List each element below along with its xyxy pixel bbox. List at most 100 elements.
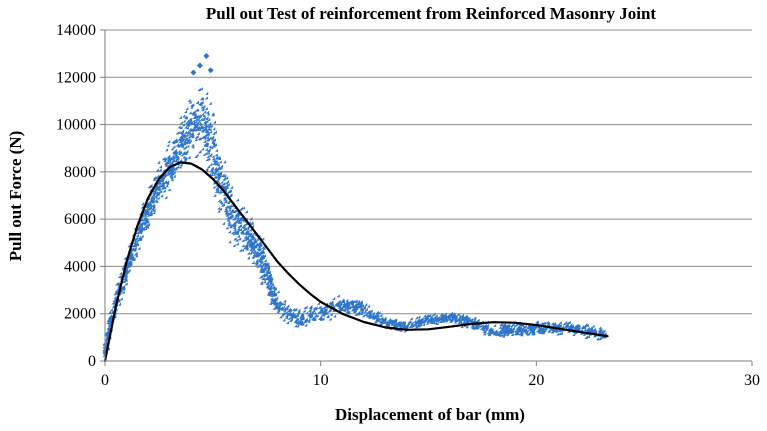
data-point (547, 329, 551, 333)
data-point (233, 227, 237, 231)
data-point (187, 120, 191, 124)
data-point (423, 317, 427, 321)
data-point (561, 325, 565, 329)
data-point (140, 234, 144, 238)
data-point (291, 307, 295, 311)
data-point (213, 143, 217, 147)
data-point (205, 116, 209, 120)
data-point (598, 326, 602, 330)
data-point (133, 252, 137, 256)
data-point (327, 309, 331, 313)
data-point (209, 130, 213, 134)
data-point (212, 162, 216, 166)
data-point (138, 235, 142, 239)
data-point (144, 218, 148, 222)
data-point (184, 110, 188, 114)
data-point (581, 325, 585, 329)
data-point (152, 211, 156, 215)
data-point (440, 314, 444, 318)
data-point (572, 327, 576, 331)
data-point (209, 162, 213, 166)
data-point (415, 319, 419, 323)
data-point (164, 163, 168, 167)
data-point (143, 220, 147, 224)
data-point (105, 333, 109, 337)
data-point (190, 132, 194, 136)
data-point (196, 132, 200, 136)
data-point (428, 313, 432, 317)
data-point (353, 306, 357, 310)
data-point (164, 195, 168, 199)
data-point (287, 316, 291, 320)
data-point (343, 302, 347, 306)
data-point (172, 174, 176, 178)
data-point (228, 206, 232, 210)
data-point (404, 324, 408, 328)
data-point (197, 115, 201, 119)
data-point (211, 154, 215, 158)
data-point (215, 187, 219, 191)
data-point (260, 254, 264, 258)
data-point (252, 250, 256, 254)
data-point (416, 321, 420, 325)
data-point (530, 326, 534, 330)
data-point (151, 198, 155, 202)
data-point (472, 319, 476, 323)
data-point (157, 160, 161, 164)
data-point (288, 307, 292, 311)
tick-labels: 0 2000 4000 6000 8000 10000 12000 14000 0 10 20 30 (56, 22, 760, 389)
data-point (362, 305, 366, 309)
data-point (345, 307, 349, 311)
data-point (573, 325, 577, 329)
data-point (375, 311, 379, 315)
data-point (213, 138, 217, 142)
data-point (469, 318, 473, 322)
data-point (119, 271, 123, 275)
data-point (182, 114, 186, 118)
data-point (206, 112, 210, 116)
data-point (179, 121, 183, 125)
data-point (182, 146, 186, 150)
data-point (215, 172, 219, 176)
data-point (258, 275, 262, 279)
data-point (196, 62, 203, 69)
data-point (185, 137, 189, 141)
data-point (258, 262, 262, 266)
data-point (222, 203, 226, 207)
data-point (201, 129, 205, 133)
data-point (182, 150, 186, 154)
y-tick-label: 12000 (56, 69, 96, 86)
data-point (215, 156, 219, 160)
data-point (223, 174, 227, 178)
data-point (259, 266, 263, 270)
data-point (432, 312, 436, 316)
data-point (317, 310, 321, 314)
data-point (312, 308, 316, 312)
data-point (205, 91, 209, 95)
data-point (270, 290, 274, 294)
data-point (260, 249, 264, 253)
data-point (131, 247, 135, 251)
data-point (167, 163, 171, 167)
data-point (216, 189, 220, 193)
data-point (577, 324, 581, 328)
data-point (264, 266, 268, 270)
data-point (208, 127, 212, 131)
data-point (413, 319, 417, 323)
data-point (228, 240, 232, 244)
data-point (160, 181, 164, 185)
data-point (416, 318, 420, 322)
data-point (187, 118, 191, 122)
data-point (207, 124, 211, 128)
data-point (211, 140, 215, 144)
data-point (269, 280, 273, 284)
data-point (180, 134, 184, 138)
data-point (294, 317, 298, 321)
data-point (213, 193, 217, 197)
data-point (194, 124, 198, 128)
data-point (205, 135, 209, 139)
data-point (380, 318, 384, 322)
data-point (276, 290, 280, 294)
data-point (304, 318, 308, 322)
data-point (238, 207, 242, 211)
